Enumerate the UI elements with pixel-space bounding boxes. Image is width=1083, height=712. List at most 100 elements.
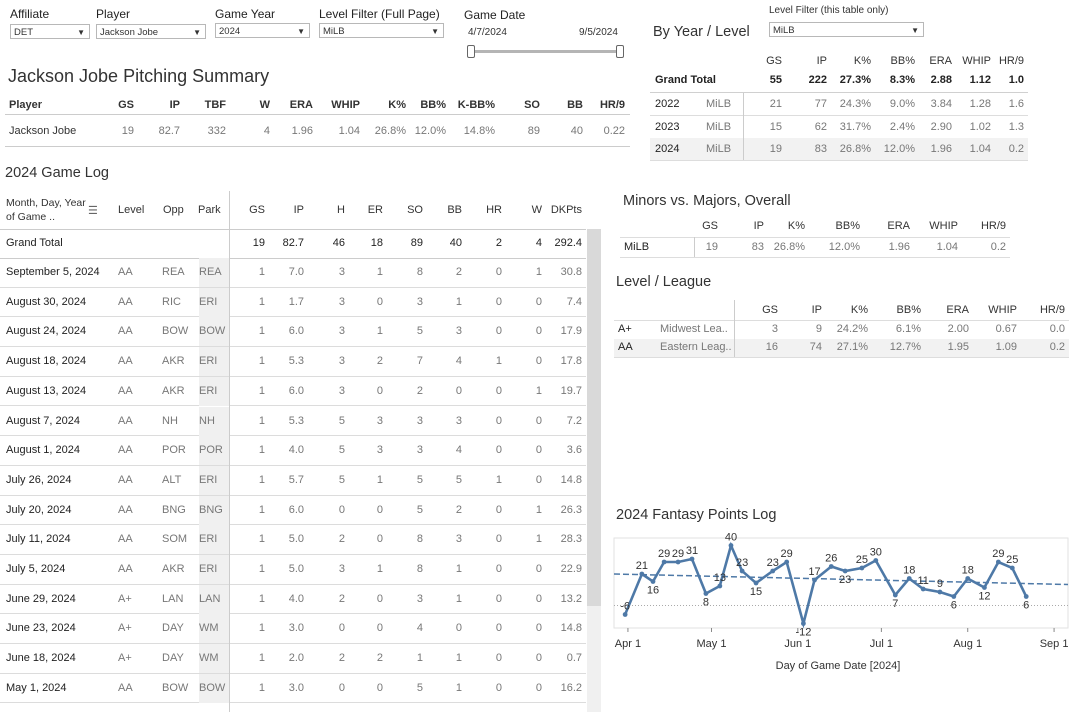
data-point[interactable] <box>717 583 723 589</box>
game-log-row[interactable]: September 5, 2024 AA REA REA 1 7.0 3 1 8 2 0 1 30.8 <box>0 258 586 288</box>
stat-cell: 0 <box>376 681 383 694</box>
stat-cell: 1 <box>455 681 462 694</box>
data-point[interactable] <box>800 621 806 626</box>
game-log-row[interactable]: August 24, 2024 AA BOW BOW 1 6.0 3 1 5 3 0 0 17.9 <box>0 317 586 348</box>
data-point[interactable] <box>995 559 1001 565</box>
stat-cell: 0 <box>495 503 502 516</box>
park-cell-bg <box>199 644 229 674</box>
data-point[interactable] <box>739 568 745 574</box>
game-log-row[interactable]: July 26, 2024 AA ALT ERI 1 5.7 5 1 5 5 1 0 14.8 <box>0 465 586 496</box>
data-point[interactable] <box>982 585 987 590</box>
date-range-slider-track[interactable] <box>470 50 622 53</box>
by-year-row[interactable]: 2022 MiLB 21 77 24.3% 9.0% 3.84 1.28 1.6 <box>650 93 1028 116</box>
data-point[interactable] <box>622 612 628 617</box>
data-point[interactable] <box>920 586 926 592</box>
game-log-row[interactable]: August 1, 2024 AA POR POR 1 4.0 5 3 3 4 0 0 3.6 <box>0 436 586 466</box>
minors-majors-cell: 0.2 <box>990 241 1006 253</box>
data-point[interactable] <box>842 568 848 574</box>
data-label: 29 <box>658 548 670 560</box>
data-point[interactable] <box>703 591 709 596</box>
game-log-row[interactable]: July 20, 2024 AA BNG BNG 1 6.0 0 0 5 2 0 1 26.3 <box>0 495 586 526</box>
stat-cell: 0 <box>495 266 502 278</box>
level-cell: MiLB <box>624 241 650 253</box>
game-year-label: Game Year <box>215 7 276 21</box>
data-point[interactable] <box>828 564 834 569</box>
date-slider-end-handle[interactable] <box>616 45 624 58</box>
data-point[interactable] <box>728 543 734 548</box>
park-cell: POR <box>199 444 223 457</box>
by-year-row[interactable]: 2024 MiLB 19 83 26.8% 12.0% 1.96 1.04 0.2 <box>650 138 1028 161</box>
data-point[interactable] <box>770 568 776 574</box>
by-year-title: By Year / Level <box>653 24 750 40</box>
game-log-row[interactable]: July 11, 2024 AA SOM ERI 1 5.0 2 0 8 3 0 1 28.3 <box>0 525 586 555</box>
date-column-header[interactable]: Month, Day, Year of Game .. <box>6 197 86 223</box>
game-year-value: 2024 <box>219 26 241 37</box>
affiliate-select[interactable]: DET ▼ <box>10 24 90 39</box>
game-log-row[interactable]: August 18, 2024 AA AKR ERI 1 5.3 3 2 7 4 1 0 17.8 <box>0 347 586 377</box>
data-point[interactable] <box>812 577 817 583</box>
game-log-row[interactable]: July 5, 2024 AA AKR ERI 1 5.0 3 1 8 1 0 0 22.9 <box>0 555 586 585</box>
game-log-row[interactable]: June 29, 2024 A+ LAN LAN 1 4.0 2 0 3 1 0 0 13.2 <box>0 584 586 615</box>
game-log-row[interactable]: June 18, 2024 A+ DAY WM 1 2.0 2 2 1 1 0 0 0.7 <box>0 644 586 674</box>
date-slider-start-handle[interactable] <box>467 45 475 58</box>
table-level-filter-select[interactable]: MiLB ▼ <box>769 22 924 37</box>
scrollbar-thumb[interactable] <box>587 229 601 606</box>
by-year-table: GS IP K% BB% ERA WHIP HR/9 Grand Total 55 222 27… <box>650 50 1028 161</box>
data-point[interactable] <box>1009 565 1015 571</box>
data-point[interactable] <box>892 592 898 598</box>
game-log-row[interactable]: August 13, 2024 AA AKR ERI 1 6.0 3 0 2 0 0 1 19.7 <box>0 376 586 407</box>
level-league-row[interactable]: AA Eastern Leag.. 16 74 27.1% 12.7% 1.95 1.09 0.… <box>614 338 1069 358</box>
data-point[interactable] <box>661 559 667 565</box>
stat-cell: 1 <box>258 622 265 635</box>
data-point[interactable] <box>951 594 957 599</box>
data-point[interactable] <box>639 571 645 577</box>
data-point[interactable] <box>753 580 759 586</box>
park-cell: REA <box>199 266 222 278</box>
player-select[interactable]: Jackson Jobe ▼ <box>96 24 206 39</box>
stat-cell: 0 <box>535 325 542 338</box>
sort-icon[interactable]: ☰ <box>88 205 98 217</box>
game-year-select[interactable]: 2024 ▼ <box>215 23 310 38</box>
data-label: 18 <box>962 565 974 577</box>
game-log-row[interactable]: May 1, 2024 AA BOW BOW 1 3.0 0 0 5 1 0 0 16.2 <box>0 673 586 704</box>
data-point[interactable] <box>784 559 790 565</box>
league-cell: Midwest Lea.. <box>660 323 728 335</box>
grand-total-label: Grand Total <box>655 74 716 86</box>
level-filter-select[interactable]: MiLB ▼ <box>319 23 444 38</box>
data-point[interactable] <box>859 565 865 571</box>
game-log-row[interactable]: August 7, 2024 AA NH NH 1 5.3 5 3 3 3 0 0 7.2 <box>0 406 586 437</box>
stat-cell: 14.8 <box>560 622 582 635</box>
level-league-row[interactable]: A+ Midwest Lea.. 3 9 24.2% 6.1% 2.00 0.67 0.0 <box>614 320 1069 340</box>
data-point[interactable] <box>1023 594 1029 599</box>
stat-cell: 0 <box>535 295 542 308</box>
stat-cell: 1 <box>455 295 462 308</box>
data-point[interactable] <box>965 576 971 581</box>
data-point[interactable] <box>873 558 879 563</box>
data-label: 13 <box>714 572 726 584</box>
minors-majors-cell: 1.04 <box>936 241 958 253</box>
level-cell: AA <box>118 266 133 278</box>
game-log-row[interactable]: June 23, 2024 A+ DAY WM 1 3.0 0 0 4 0 0 0 14.8 <box>0 614 586 645</box>
park-cell-bg <box>199 525 229 555</box>
minors-majors-row[interactable]: MiLB 19 83 26.8% 12.0% 1.96 1.04 0.2 <box>620 237 1010 258</box>
stat-column-header: HR <box>486 204 502 216</box>
data-point[interactable] <box>937 589 943 595</box>
by-year-row[interactable]: 2023 MiLB 15 62 31.7% 2.4% 2.90 1.02 1.3 <box>650 116 1028 139</box>
stat-cell: 0 <box>338 622 345 635</box>
data-point[interactable] <box>675 559 681 565</box>
opp-cell: DAY <box>162 652 184 665</box>
grand-total-cell: 46 <box>332 237 345 249</box>
data-point[interactable] <box>689 556 695 562</box>
stat-cell: 4 <box>455 355 462 368</box>
scrollbar-track[interactable] <box>587 229 601 712</box>
data-point[interactable] <box>906 576 912 581</box>
level-cell: A+ <box>118 592 132 605</box>
stat-cell: 0 <box>376 533 383 546</box>
grand-total-cell: 4 <box>535 237 542 249</box>
by-year-cell: 1.04 <box>969 143 991 155</box>
affiliate-label: Affiliate <box>10 7 50 21</box>
data-point[interactable] <box>650 579 656 584</box>
level-filter-value: MiLB <box>323 26 345 37</box>
by-year-header: WHIP <box>962 55 991 67</box>
game-log-row[interactable]: August 30, 2024 AA RIC ERI 1 1.7 3 0 3 1 0 0 7.4 <box>0 287 586 318</box>
